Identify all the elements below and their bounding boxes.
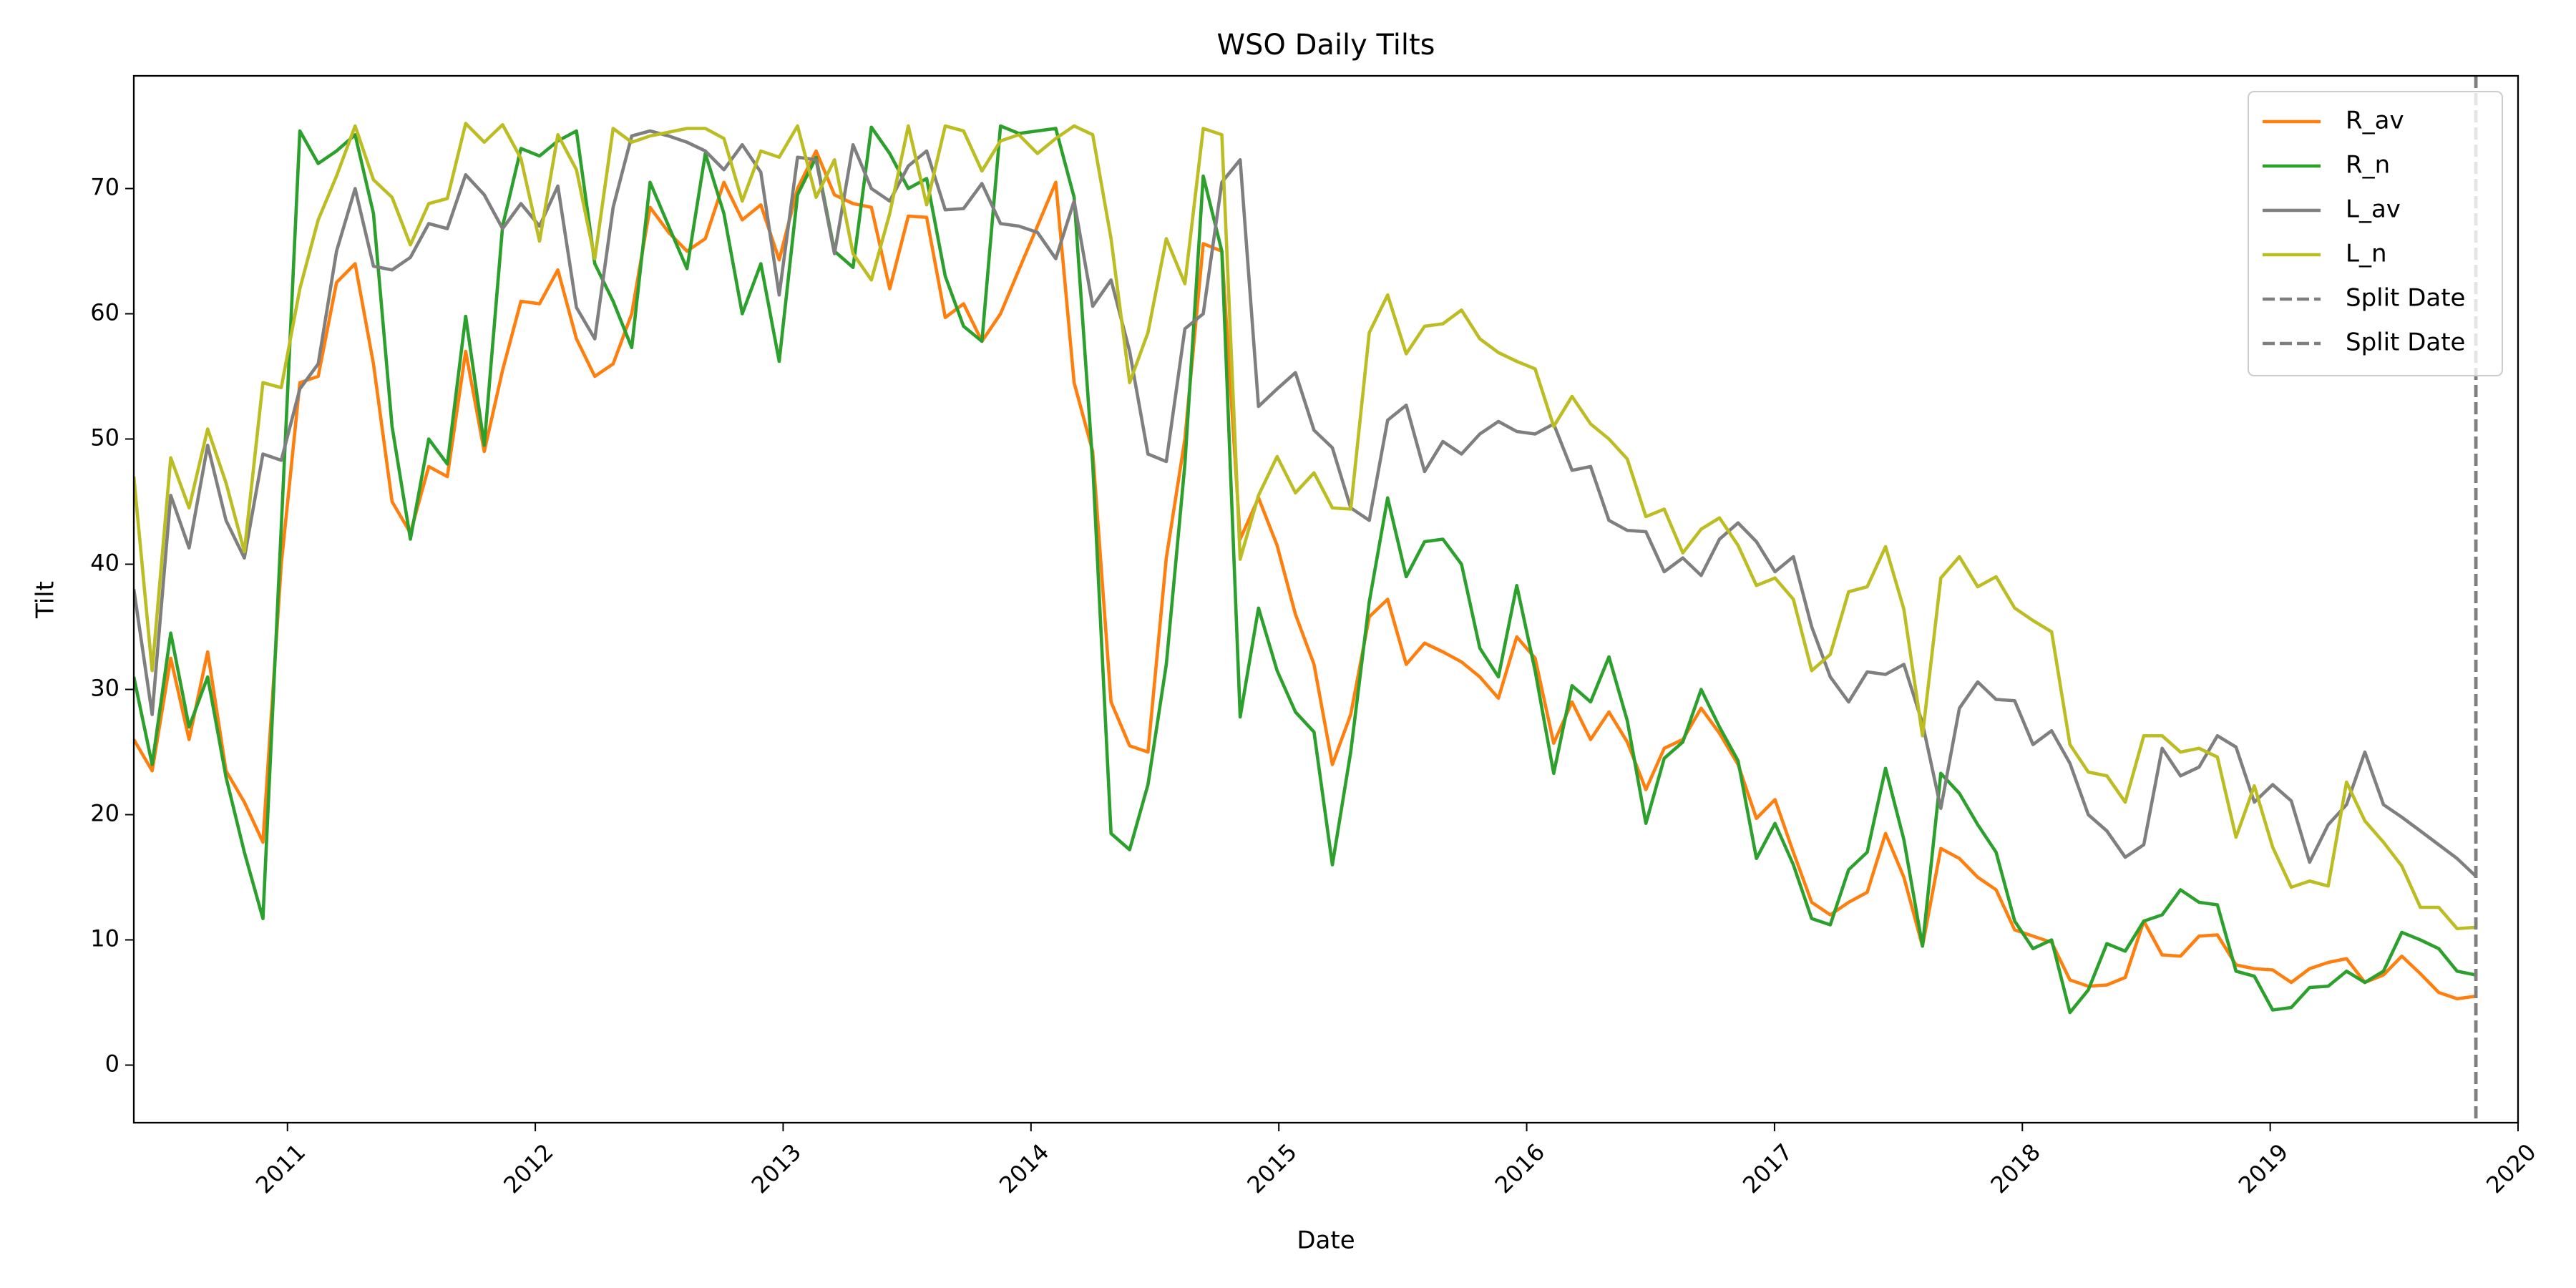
series-line — [134, 129, 2477, 877]
plot-area — [134, 76, 2478, 1123]
legend-box — [2248, 91, 2503, 376]
legend-label: Split Date — [2346, 284, 2465, 313]
y-tick-label: 50 — [90, 424, 119, 452]
series-line — [134, 122, 2476, 931]
y-tick-label: 60 — [90, 299, 119, 326]
legend-label: L_av — [2346, 195, 2401, 224]
series-line — [134, 124, 2477, 1015]
y-tick-label: 20 — [90, 800, 119, 827]
y-tick-label: 30 — [90, 675, 119, 702]
series-line — [134, 149, 2477, 1001]
plot-frame — [132, 74, 2519, 1124]
y-tick-label: 0 — [105, 1050, 119, 1078]
chart-title: WSO Daily Tilts — [1216, 29, 1435, 62]
legend-label: Split Date — [2346, 328, 2465, 357]
legend-label: R_av — [2346, 107, 2404, 135]
legend-label: R_n — [2346, 151, 2390, 180]
legend: R_av R_n L_av L_n Split Date Split Date — [2248, 91, 2503, 376]
x-axis-label: Date — [1297, 1226, 1355, 1255]
y-tick-label: 40 — [90, 550, 119, 577]
y-tick-label: 70 — [90, 174, 119, 201]
legend-label: L_n — [2346, 240, 2387, 268]
y-tick-label: 10 — [90, 925, 119, 952]
y-axis-label: Tilt — [31, 581, 60, 619]
